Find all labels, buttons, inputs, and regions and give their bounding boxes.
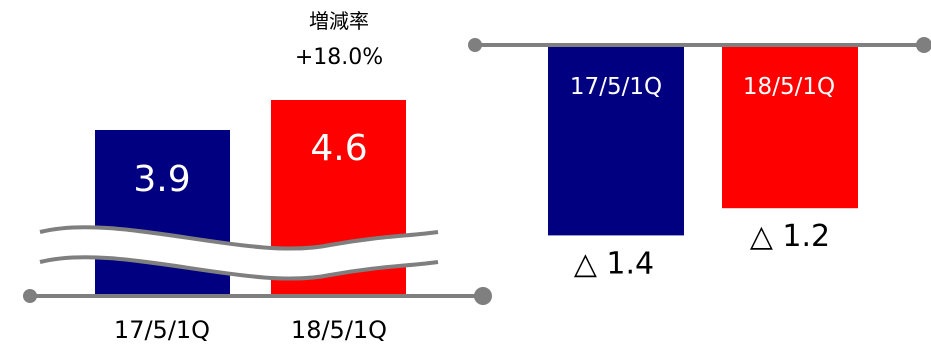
value-label-17-5-1q-negative: △ 1.4 (574, 246, 654, 281)
bar-17-5-1q-negative (548, 45, 684, 236)
category-label-17-5-1q: 17/5/1Q (114, 316, 210, 344)
left-baseline-end-dot (474, 287, 492, 305)
category-label-17-5-1q-right: 17/5/1Q (570, 74, 662, 100)
change-rate-value: +18.0% (295, 45, 383, 70)
value-label-18-5-1q-negative: △ 1.2 (750, 219, 830, 254)
left-baseline-start-dot (23, 289, 37, 303)
right-baseline-start-dot (468, 38, 482, 52)
bar-18-5-1q-negative (722, 45, 858, 209)
value-label-17-5-1q: 3.9 (133, 159, 190, 200)
right-chart: 17/5/1Q 18/5/1Q △ 1.4 △ 1.2 (468, 37, 931, 281)
right-baseline-end-dot (916, 37, 931, 53)
category-label-18-5-1q-right: 18/5/1Q (743, 74, 835, 100)
axis-break-band (40, 227, 438, 279)
left-chart: 3.9 4.6 増減率 +18.0% 17/5/1Q 18/5/1Q (23, 9, 492, 344)
change-rate-title: 増減率 (309, 9, 369, 33)
axis-break-line-top (39, 225, 439, 251)
value-label-18-5-1q: 4.6 (310, 128, 367, 169)
category-label-18-5-1q: 18/5/1Q (291, 316, 387, 344)
axis-break-line-bottom (39, 255, 439, 281)
